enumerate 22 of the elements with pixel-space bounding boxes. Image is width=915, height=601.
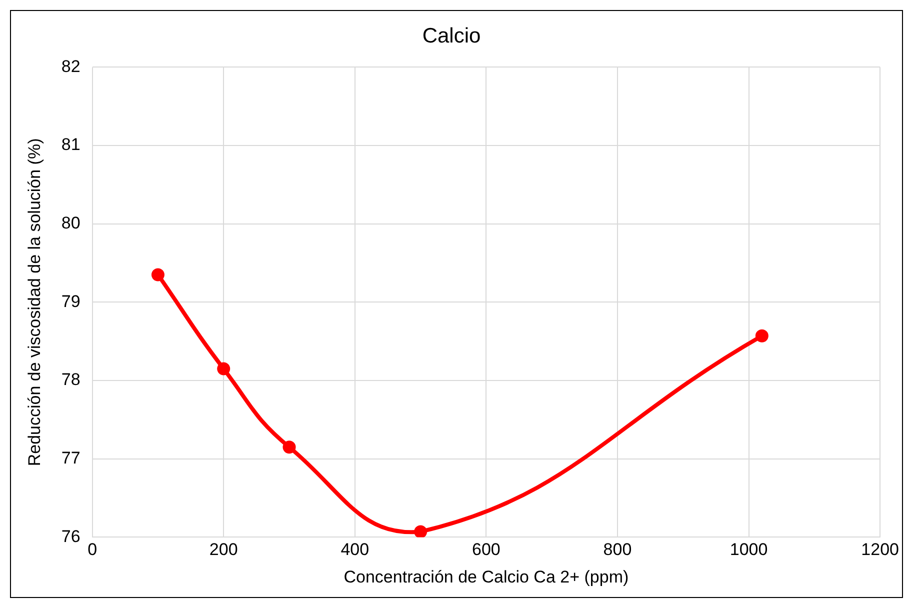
y-tick-label: 79	[61, 292, 80, 311]
x-tick-label: 0	[88, 540, 98, 560]
x-tick-label: 400	[340, 540, 370, 560]
x-tick-label: 1000	[730, 540, 768, 560]
chart-title: Calcio	[422, 24, 481, 48]
point	[282, 440, 296, 454]
y-tick-label: 81	[61, 135, 80, 154]
y-tick-label: 77	[61, 448, 80, 468]
y-tick-label: 82	[61, 56, 80, 76]
x-axis-title: Concentración de Calcio Ca 2+ (ppm)	[344, 567, 629, 586]
x-tick-label: 600	[472, 540, 500, 560]
x-tick-label: 1200	[861, 540, 900, 560]
x-tick-label: 200	[209, 540, 238, 560]
y-tick-label: 80	[61, 214, 80, 233]
point	[414, 525, 428, 538]
x-tick-label: 800	[603, 540, 632, 560]
y-axis-title: Reducción de viscosidad de la solución (%)	[24, 138, 44, 466]
point	[755, 329, 768, 342]
point	[151, 268, 164, 282]
point	[217, 362, 230, 376]
y-tick-label: 78	[61, 370, 80, 390]
y-tick-label: 76	[61, 526, 80, 546]
